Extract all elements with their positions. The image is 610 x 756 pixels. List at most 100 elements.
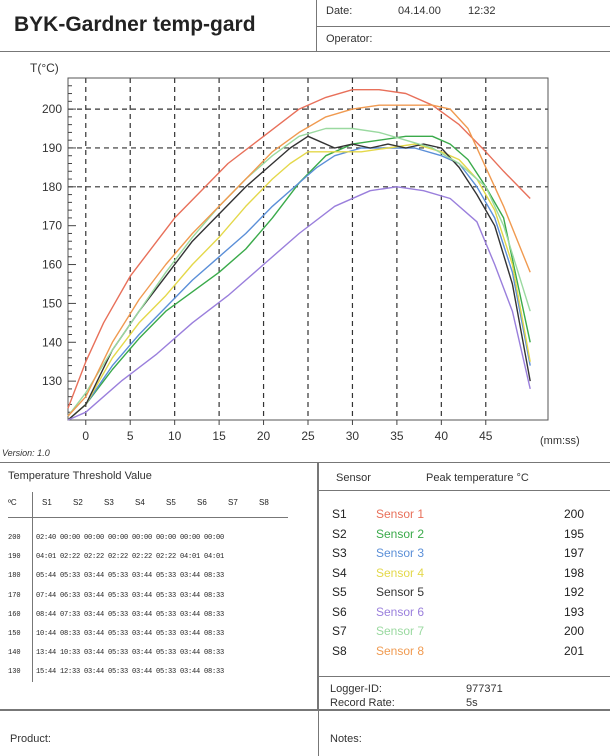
threshold-row-cells: 08:44 07:33 03:44 05:33 03:44 05:33 03:4… (36, 610, 225, 619)
threshold-row-cells: 07:44 06:33 03:44 05:33 03:44 05:33 03:4… (36, 591, 225, 600)
sensor-name: Sensor 2 (376, 526, 425, 541)
report-title: BYK-Gardner temp-gard (14, 13, 256, 36)
notes-label: Notes: (330, 733, 362, 745)
sensor-id: S7 (332, 624, 347, 638)
y-tick-label: 140 (42, 335, 62, 349)
threshold-row-cells: 15:44 12:33 03:44 05:33 03:44 05:33 03:4… (36, 668, 225, 677)
y-tick-label: 190 (42, 141, 62, 155)
sensor-id: S5 (332, 585, 347, 599)
threshold-row-temp: 190 (8, 553, 21, 562)
threshold-row-temp: 130 (8, 668, 21, 677)
x-tick-label: 5 (127, 429, 134, 443)
footer (0, 710, 610, 756)
threshold-column-header: S4 (135, 498, 145, 507)
version-label: Version: 1.0 (2, 448, 50, 458)
footer-divider (318, 710, 319, 756)
sensor-id: S8 (332, 643, 347, 658)
time-value: 12:32 (468, 5, 496, 17)
sensor-peak-value: 197 (564, 546, 585, 560)
record-rate-label: Record Rate: (330, 697, 395, 709)
sensor-peak-value: 200 (564, 624, 585, 638)
sensor-name: Sensor 1 (376, 507, 425, 521)
sensor-peak-value: 198 (564, 565, 585, 580)
threshold-column-header: S1 (42, 498, 52, 507)
threshold-row-temp: 150 (8, 630, 21, 638)
x-tick-label: 30 (346, 429, 360, 443)
series-line-sensor-5 (67, 135, 531, 421)
sensor-peak-value: 200 (564, 507, 585, 521)
logger-divider (318, 676, 610, 677)
threshold-panel (0, 462, 318, 710)
header-divider (316, 26, 610, 27)
y-tick-label: 200 (42, 102, 62, 116)
x-tick-label: 25 (301, 429, 315, 443)
x-tick-label: 0 (82, 429, 89, 443)
threshold-title: Temperature Threshold Value (8, 470, 152, 482)
x-tick-label: 20 (257, 429, 271, 443)
threshold-column-header: S5 (166, 498, 176, 507)
threshold-row-cells: 10:44 08:33 03:44 05:33 03:44 05:33 03:4… (36, 630, 225, 638)
date-value: 04.14.00 (398, 5, 441, 17)
threshold-row-temp: 200 (8, 534, 21, 542)
threshold-column-header: S7 (228, 498, 238, 507)
threshold-row-cells: 13:44 10:33 03:44 05:33 03:44 05:33 03:4… (36, 649, 225, 658)
x-tick-label: 15 (212, 429, 226, 443)
sensor-peak-value: 201 (564, 643, 585, 658)
sensor-peak-value: 193 (564, 604, 585, 619)
x-axis-label: (mm:ss) (540, 435, 580, 447)
series-line-sensor-3 (67, 147, 531, 421)
series-layer (67, 89, 531, 421)
sensor-name: Sensor 7 (376, 624, 425, 638)
sensor-id: S1 (332, 507, 347, 521)
sensor-column-header: Sensor (336, 472, 371, 484)
threshold-unit: ºC (8, 498, 17, 507)
operator-label: Operator: (326, 33, 373, 45)
record-rate-value: 5s (466, 697, 478, 709)
logger-id-label: Logger-ID: (330, 683, 382, 695)
x-tick-label: 40 (435, 429, 449, 443)
grid-layer (68, 78, 548, 420)
y-tick-label: 180 (42, 180, 62, 194)
sensor-name: Sensor 4 (376, 565, 425, 580)
sensor-name: Sensor 6 (376, 604, 425, 619)
threshold-column-header: S2 (73, 498, 83, 507)
x-tick-label: 45 (479, 429, 493, 443)
peak-column-header: Peak temperature °C (426, 472, 529, 484)
sensor-name: Sensor 3 (376, 546, 425, 560)
sensor-id: S6 (332, 604, 347, 619)
y-tick-label: 170 (42, 219, 62, 233)
sensor-name: Sensor 5 (376, 585, 425, 599)
sensor-peak-value: 192 (564, 585, 585, 599)
threshold-row-temp: 160 (8, 610, 21, 619)
sensor-peak-value: 195 (564, 526, 585, 541)
threshold-row-temp: 170 (8, 591, 21, 600)
threshold-column-header: S8 (259, 498, 269, 507)
series-line-sensor-4 (67, 143, 531, 421)
series-line-sensor-8 (67, 104, 531, 417)
y-axis-label: T(°C) (30, 61, 59, 75)
temperature-chart: T(°C) (mm:ss) Version: 1.0 1301401501601… (2, 61, 580, 458)
series-line-sensor-6 (67, 186, 531, 421)
sensor-name: Sensor 8 (376, 643, 425, 658)
x-tick-label: 10 (168, 429, 182, 443)
product-label: Product: (10, 733, 51, 745)
axis-layer: 130 140 150 160 170 180 190 200 0 5 10 15 20 25 30 35 40… (42, 77, 549, 443)
x-tick-label: 35 (390, 429, 404, 443)
threshold-column-header: S3 (104, 498, 114, 507)
sensor-panel (318, 462, 610, 710)
y-tick-label: 160 (42, 258, 62, 272)
threshold-vertical-rule (32, 492, 33, 682)
threshold-column-header: S6 (197, 498, 207, 507)
sensor-header-divider (318, 490, 610, 491)
sensor-id: S4 (332, 565, 347, 580)
report-header (0, 0, 610, 52)
logger-id-value: 977371 (466, 683, 503, 695)
threshold-row-cells: 04:01 02:22 02:22 02:22 02:22 02:22 04:0… (36, 553, 225, 562)
threshold-row-cells: 02:40 00:00 00:00 00:00 00:00 00:00 00:0… (36, 534, 225, 542)
sensor-id: S2 (332, 526, 347, 541)
threshold-row-temp: 140 (8, 649, 21, 658)
series-line-sensor-1 (67, 89, 531, 409)
series-line-sensor-7 (67, 127, 531, 417)
sensor-id: S3 (332, 546, 347, 560)
